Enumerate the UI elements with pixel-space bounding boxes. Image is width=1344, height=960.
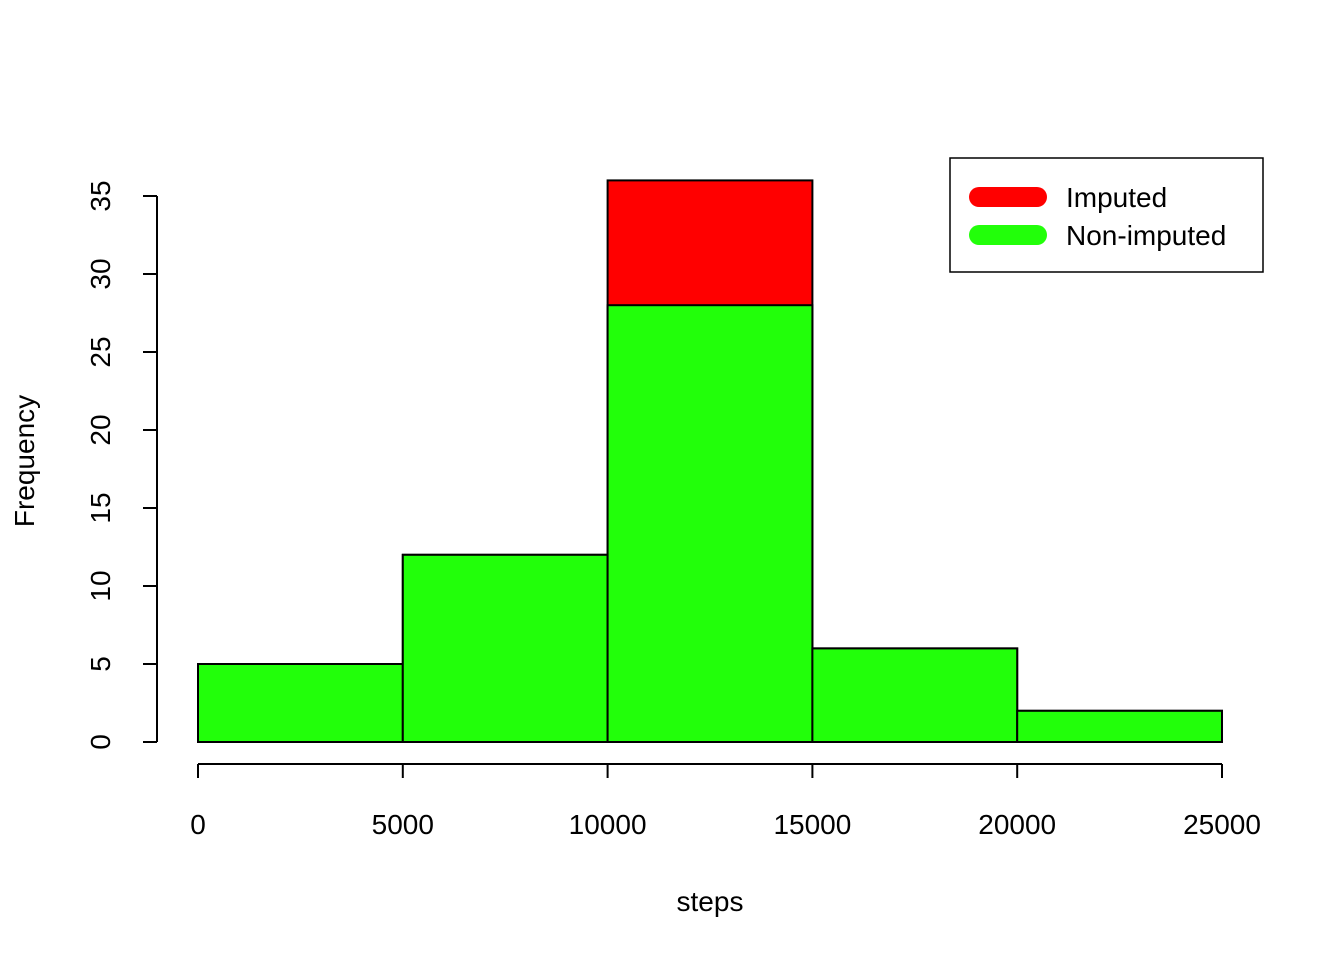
y-tick-label: 0 [85, 734, 116, 750]
y-tick-label: 10 [85, 570, 116, 601]
legend-label-imputed: Imputed [1066, 182, 1167, 213]
x-tick-label: 15000 [773, 809, 851, 840]
bar-non-imputed-0 [197, 663, 404, 743]
y-tick-label: 35 [85, 180, 116, 211]
bar-non-imputed-1 [401, 553, 609, 743]
x-axis: 0 5000 10000 15000 20000 25000 [190, 763, 1261, 840]
x-tick-label: 25000 [1183, 809, 1261, 840]
y-tick-label: 5 [85, 656, 116, 672]
bar-non-imputed-2 [606, 304, 814, 743]
y-axis-title: Frequency [9, 395, 40, 527]
y-tick-label: 15 [85, 492, 116, 523]
x-tick-label: 5000 [372, 809, 434, 840]
bars-layer [197, 179, 1224, 744]
y-axis: 0 5 10 15 20 25 30 35 [85, 180, 158, 750]
y-tick-label: 30 [85, 258, 116, 289]
bar-non-imputed-3 [811, 647, 1019, 744]
legend-box [949, 157, 1264, 273]
legend: Imputed Non-imputed [949, 157, 1264, 273]
y-tick-label: 25 [85, 336, 116, 367]
x-axis-title: steps [677, 886, 744, 917]
legend-label-non-imputed: Non-imputed [1066, 220, 1226, 251]
x-tick-label: 20000 [978, 809, 1056, 840]
x-tick-label: 0 [190, 809, 206, 840]
y-tick-label: 20 [85, 414, 116, 445]
x-tick-label: 10000 [569, 809, 647, 840]
bar-non-imputed-4 [1016, 709, 1224, 743]
